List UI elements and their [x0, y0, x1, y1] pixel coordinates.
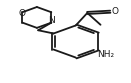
Text: NH₂: NH₂	[97, 50, 114, 59]
Text: O: O	[18, 9, 25, 18]
Text: N: N	[49, 16, 55, 25]
Text: O: O	[112, 7, 119, 16]
